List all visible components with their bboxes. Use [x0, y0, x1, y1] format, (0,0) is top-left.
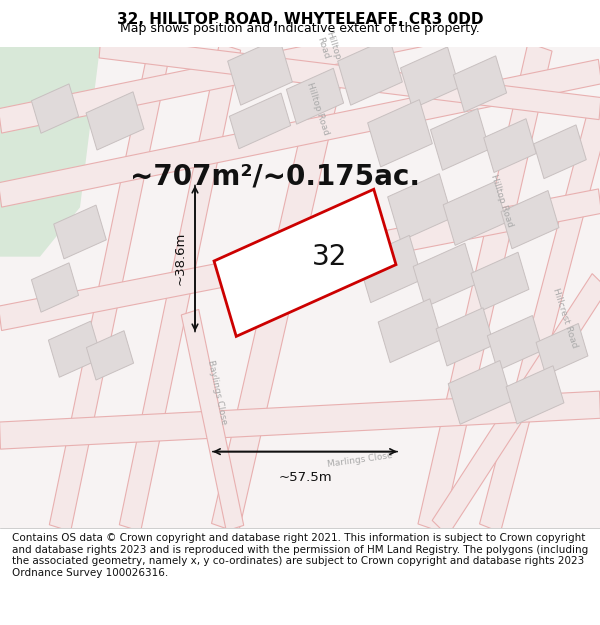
Polygon shape: [432, 274, 600, 536]
Polygon shape: [487, 316, 542, 371]
Text: Marlings Close: Marlings Close: [327, 451, 393, 469]
Text: ~707m²/~0.175ac.: ~707m²/~0.175ac.: [130, 162, 420, 191]
Polygon shape: [368, 99, 433, 167]
Text: Hilltop Road: Hilltop Road: [489, 174, 515, 229]
Polygon shape: [436, 308, 494, 366]
Polygon shape: [338, 38, 403, 105]
Text: Contains OS data © Crown copyright and database right 2021. This information is : Contains OS data © Crown copyright and d…: [12, 533, 588, 578]
Polygon shape: [286, 68, 344, 124]
Polygon shape: [479, 104, 600, 532]
Polygon shape: [501, 191, 559, 249]
Polygon shape: [212, 42, 349, 533]
Polygon shape: [0, 189, 600, 331]
Polygon shape: [86, 331, 134, 380]
Polygon shape: [49, 44, 170, 531]
Polygon shape: [388, 174, 452, 241]
Polygon shape: [31, 263, 79, 312]
Polygon shape: [471, 253, 529, 311]
Polygon shape: [227, 38, 292, 105]
Polygon shape: [358, 236, 422, 302]
Polygon shape: [49, 321, 101, 378]
Polygon shape: [448, 361, 512, 424]
Polygon shape: [229, 93, 290, 149]
Polygon shape: [54, 205, 106, 259]
Polygon shape: [214, 189, 396, 336]
Text: 32: 32: [313, 242, 347, 271]
Polygon shape: [454, 56, 506, 112]
Text: Map shows position and indicative extent of the property.: Map shows position and indicative extent…: [120, 22, 480, 35]
Text: Hilltop
Road: Hilltop Road: [314, 30, 342, 64]
Polygon shape: [181, 309, 244, 531]
Polygon shape: [0, 391, 600, 449]
Text: Hillcrest Road: Hillcrest Road: [551, 288, 579, 349]
Polygon shape: [534, 125, 586, 179]
Polygon shape: [99, 36, 600, 119]
Polygon shape: [86, 92, 144, 150]
Text: Baylings Close: Baylings Close: [206, 359, 228, 426]
Polygon shape: [0, 0, 600, 133]
Polygon shape: [401, 47, 460, 109]
Polygon shape: [484, 119, 536, 172]
Polygon shape: [0, 59, 600, 207]
Polygon shape: [0, 47, 100, 257]
Text: 32, HILLTOP ROAD, WHYTELEAFE, CR3 0DD: 32, HILLTOP ROAD, WHYTELEAFE, CR3 0DD: [117, 12, 483, 27]
Polygon shape: [31, 84, 79, 133]
Polygon shape: [443, 182, 507, 246]
Polygon shape: [536, 324, 588, 375]
Text: ~57.5m: ~57.5m: [278, 471, 332, 484]
Polygon shape: [506, 366, 564, 424]
Polygon shape: [378, 299, 442, 362]
Polygon shape: [413, 243, 477, 307]
Polygon shape: [119, 44, 241, 531]
Text: ~38.6m: ~38.6m: [174, 232, 187, 285]
Text: Hilltop Road: Hilltop Road: [305, 81, 331, 136]
Polygon shape: [431, 109, 490, 170]
Polygon shape: [418, 42, 552, 532]
